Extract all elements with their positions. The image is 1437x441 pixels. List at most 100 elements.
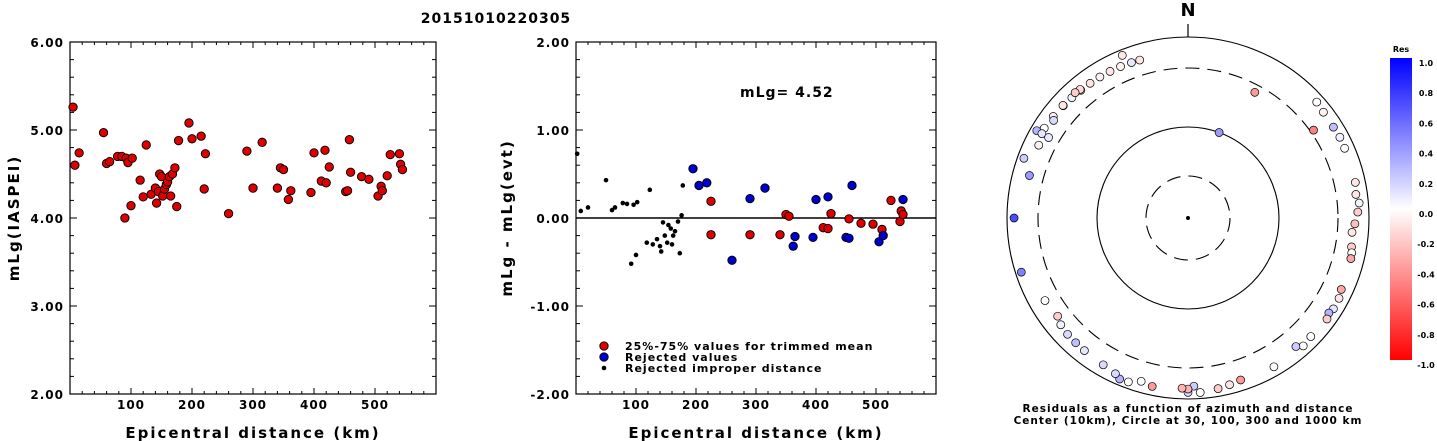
station-residual-point xyxy=(1340,143,1349,153)
north-label: N xyxy=(1180,0,1195,21)
data-point xyxy=(612,205,618,210)
data-point xyxy=(397,164,408,175)
station-residual-point xyxy=(1346,254,1356,263)
data-point xyxy=(120,213,130,223)
data-point xyxy=(706,230,716,240)
x-tick-label: 300 xyxy=(742,398,770,412)
data-point xyxy=(634,199,640,205)
data-point xyxy=(200,149,211,159)
data-point xyxy=(574,151,580,157)
station-residual-point xyxy=(1135,55,1145,65)
station-residual-point xyxy=(1250,87,1260,97)
station-residual-point xyxy=(1312,97,1322,107)
legend-marker xyxy=(601,365,607,371)
data-point xyxy=(257,137,267,147)
legend-label: Rejected values xyxy=(625,351,738,364)
y-tick-label: 3.00 xyxy=(30,300,64,314)
data-point xyxy=(680,183,686,188)
station-residual-point xyxy=(1127,58,1136,67)
station-residual-point xyxy=(1016,267,1026,277)
y-tick-label: 5.00 xyxy=(30,124,64,138)
polar-caption-line2: Center (10km), Circle at 30, 100, 300 an… xyxy=(1014,415,1363,427)
station-residual-point xyxy=(1195,388,1205,397)
legend-marker xyxy=(599,352,609,362)
data-point xyxy=(286,186,296,196)
data-point xyxy=(223,208,234,219)
data-point xyxy=(844,214,854,224)
data-point xyxy=(170,163,180,173)
circle-100km xyxy=(1096,126,1280,310)
data-point xyxy=(658,249,664,254)
data-point xyxy=(585,205,591,210)
y-tick-label: 6.00 xyxy=(30,36,64,50)
data-point xyxy=(344,135,355,145)
colorbar-tick-label: 0.8 xyxy=(1419,89,1434,98)
data-point xyxy=(868,219,878,229)
data-point xyxy=(196,131,206,141)
data-point xyxy=(320,145,330,155)
data-point xyxy=(127,153,137,163)
plot2-legend: 25%-75% values for trimmed meanRejected … xyxy=(599,340,872,375)
station-residual-point xyxy=(1236,375,1245,385)
data-point xyxy=(272,183,283,193)
colorbar-tick-label: -1.0 xyxy=(1417,361,1435,370)
residual-vs-distance-plot: 100 200 300 400 500 -2.00 -1.00 0.00 1.00 2.00 mL… xyxy=(498,36,937,441)
data-point xyxy=(377,186,387,196)
data-point xyxy=(694,180,704,191)
station-residual-point xyxy=(1098,360,1108,370)
data-point xyxy=(624,201,630,207)
station-residual-point xyxy=(1353,207,1363,217)
data-point xyxy=(184,118,194,128)
data-point xyxy=(98,127,109,138)
y-tick-label: 1.00 xyxy=(536,124,570,138)
station-residual-point xyxy=(1147,382,1157,391)
plot2-x-axis-label: Epicentral distance (km) xyxy=(628,424,883,441)
station-residual-point xyxy=(1049,116,1058,125)
data-point xyxy=(669,242,675,247)
data-point xyxy=(345,167,356,177)
station-residual-point xyxy=(1334,293,1344,303)
station-residual-point xyxy=(1117,51,1127,60)
station-residual-point xyxy=(1306,332,1316,341)
data-point xyxy=(242,146,252,156)
data-point xyxy=(745,193,755,204)
data-point xyxy=(886,195,896,206)
data-point xyxy=(578,208,584,214)
data-point xyxy=(823,223,833,234)
x-tick-label: 100 xyxy=(622,398,650,412)
colorbar-tick-label: 0.4 xyxy=(1419,150,1434,159)
station-residual-point xyxy=(1111,369,1120,379)
station-residual-point xyxy=(1116,62,1125,71)
data-point xyxy=(898,209,908,220)
data-point xyxy=(856,218,866,228)
station-residual-point xyxy=(1053,311,1063,321)
station-residual-point xyxy=(1034,140,1044,150)
data-point xyxy=(664,240,670,245)
station-residual-point xyxy=(1298,341,1308,351)
station-residual-point xyxy=(1009,213,1019,223)
data-point xyxy=(790,231,800,242)
data-point xyxy=(631,202,636,208)
station-residual-point xyxy=(1351,190,1361,199)
magnitude-vs-distance-plot: 100 200 300 400 500 2.00 3.00 4.00 5.00 6.00 Epic… xyxy=(5,36,437,441)
colorbar-tick-label: -0.2 xyxy=(1417,240,1435,249)
data-point xyxy=(342,186,353,196)
colorbar-tick-label: -0.6 xyxy=(1417,301,1435,310)
data-point xyxy=(666,222,671,228)
y-tick-label: -2.00 xyxy=(530,388,570,402)
station-residual-point xyxy=(1136,376,1146,386)
data-point xyxy=(679,213,684,218)
data-point xyxy=(811,194,821,205)
data-point xyxy=(878,230,888,241)
data-point xyxy=(283,194,294,205)
data-point xyxy=(70,160,80,170)
data-point xyxy=(844,233,854,243)
data-point xyxy=(187,134,197,144)
colorbar-tick-label: 0.0 xyxy=(1419,210,1434,219)
data-point xyxy=(660,220,666,225)
data-point xyxy=(826,208,836,219)
colorbar-title: Res xyxy=(1393,45,1410,54)
data-point xyxy=(702,178,712,188)
x-tick-label: 400 xyxy=(802,398,830,412)
